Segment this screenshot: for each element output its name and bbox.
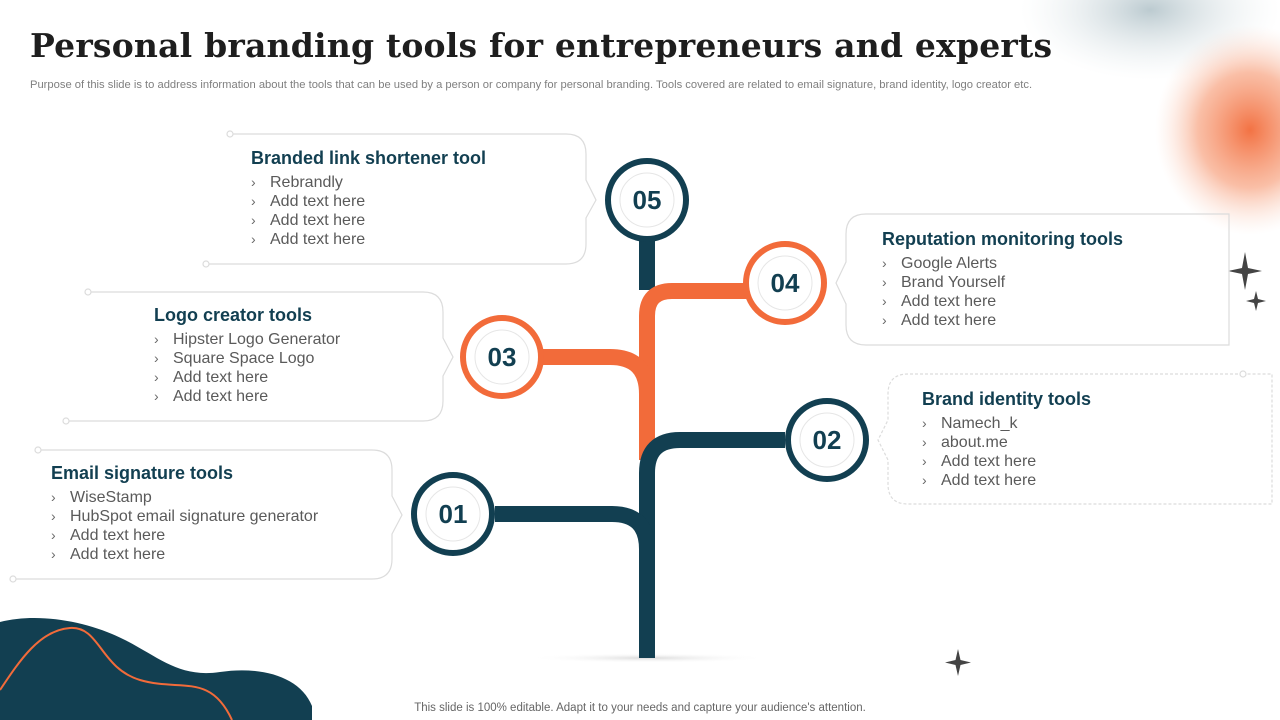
tool-item: › Namech_k	[922, 415, 1018, 432]
chevron-right-icon: ›	[882, 312, 887, 328]
chevron-right-icon: ›	[154, 369, 159, 385]
badge-number-03: 03	[487, 342, 517, 372]
badge-number-02: 02	[812, 425, 842, 455]
chevron-right-icon: ›	[251, 174, 256, 190]
tool-item: › Add text here	[882, 293, 997, 310]
badge-ring-05	[605, 158, 689, 242]
tool-block-04: Reputation monitoring tools › Google Aler…	[882, 229, 1123, 330]
tool-item: › Add text here	[251, 193, 366, 210]
tool-item: › Add text here	[154, 388, 269, 405]
badge-ring-03	[460, 315, 544, 399]
tool-item: › Hipster Logo Generator	[154, 331, 341, 348]
chevron-right-icon: ›	[154, 388, 159, 404]
chevron-right-icon: ›	[882, 255, 887, 271]
tool-item: › Add text here	[51, 527, 166, 544]
chevron-right-icon: ›	[154, 350, 159, 366]
badge-ring-02	[785, 398, 869, 482]
chevron-right-icon: ›	[51, 508, 56, 524]
tool-item: › Add text here	[154, 369, 269, 386]
tool-title: Email signature tools	[51, 463, 234, 483]
chevron-right-icon: ›	[251, 231, 256, 247]
chevron-right-icon: ›	[51, 527, 56, 543]
chevron-right-icon: ›	[882, 293, 887, 309]
chevron-right-icon: ›	[922, 453, 927, 469]
sparkle-icon	[1228, 252, 1262, 290]
chevron-right-icon: ›	[251, 212, 256, 228]
chevron-right-icon: ›	[251, 193, 256, 209]
tool-item: › Add text here	[882, 312, 997, 329]
tool-item: › about.me	[922, 434, 1008, 451]
chevron-right-icon: ›	[154, 331, 159, 347]
chevron-right-icon: ›	[922, 472, 927, 488]
tool-title: Brand identity tools	[922, 389, 1092, 409]
tool-item: › HubSpot email signature generator	[51, 508, 319, 525]
sparkle-icon	[1246, 291, 1266, 311]
badge-ring-04	[743, 241, 827, 325]
tool-block-03: Logo creator tools › Hipster Logo Generat…	[154, 305, 340, 406]
footer-note: This slide is 100% editable. Adapt it to…	[414, 702, 866, 714]
corner-decoration-top-right	[1020, 0, 1280, 235]
sparkle-icons	[945, 252, 1266, 676]
badge-number-01: 01	[438, 499, 468, 529]
tool-item: › Add text here	[51, 546, 166, 563]
tool-item: › Add text here	[251, 212, 366, 229]
chevron-right-icon: ›	[882, 274, 887, 290]
tool-item: › Add text here	[922, 453, 1037, 470]
tool-block-02: Brand identity tools › Namech_k › about.me…	[922, 389, 1091, 490]
badge-ring-01	[411, 472, 495, 556]
tool-title: Branded link shortener tool	[251, 148, 487, 168]
tool-item: › Google Alerts	[882, 255, 998, 272]
tool-item: › Rebrandly	[251, 174, 343, 191]
chevron-right-icon: ›	[51, 489, 56, 505]
corner-decoration-bottom-left	[0, 618, 312, 720]
tool-item: › Add text here	[251, 231, 366, 248]
tool-block-01: Email signature tools › WiseStamp › HubSpo…	[51, 463, 318, 564]
tree-connector	[495, 238, 785, 658]
text-box-outlines	[9, 130, 1273, 583]
badge-number-04: 04	[770, 268, 800, 298]
number-badge-rings	[411, 158, 869, 556]
tool-item: › WiseStamp	[51, 489, 152, 506]
tool-block-05: Branded link shortener tool › Rebrandly ›…	[251, 148, 486, 249]
tool-item: › Add text here	[922, 472, 1037, 489]
tool-item: › Brand Yourself	[882, 274, 1006, 291]
page-title: Personal branding tools for entrepreneur…	[30, 26, 1053, 65]
sparkle-icon	[945, 649, 971, 676]
chevron-right-icon: ›	[922, 434, 927, 450]
tool-title: Reputation monitoring tools	[882, 229, 1123, 249]
badge-number-05: 05	[632, 185, 662, 215]
chevron-right-icon: ›	[922, 415, 927, 431]
tool-item: › Square Space Logo	[154, 350, 315, 367]
chevron-right-icon: ›	[51, 546, 56, 562]
page-subtitle: Purpose of this slide is to address info…	[30, 79, 1033, 91]
tool-title: Logo creator tools	[154, 305, 313, 325]
